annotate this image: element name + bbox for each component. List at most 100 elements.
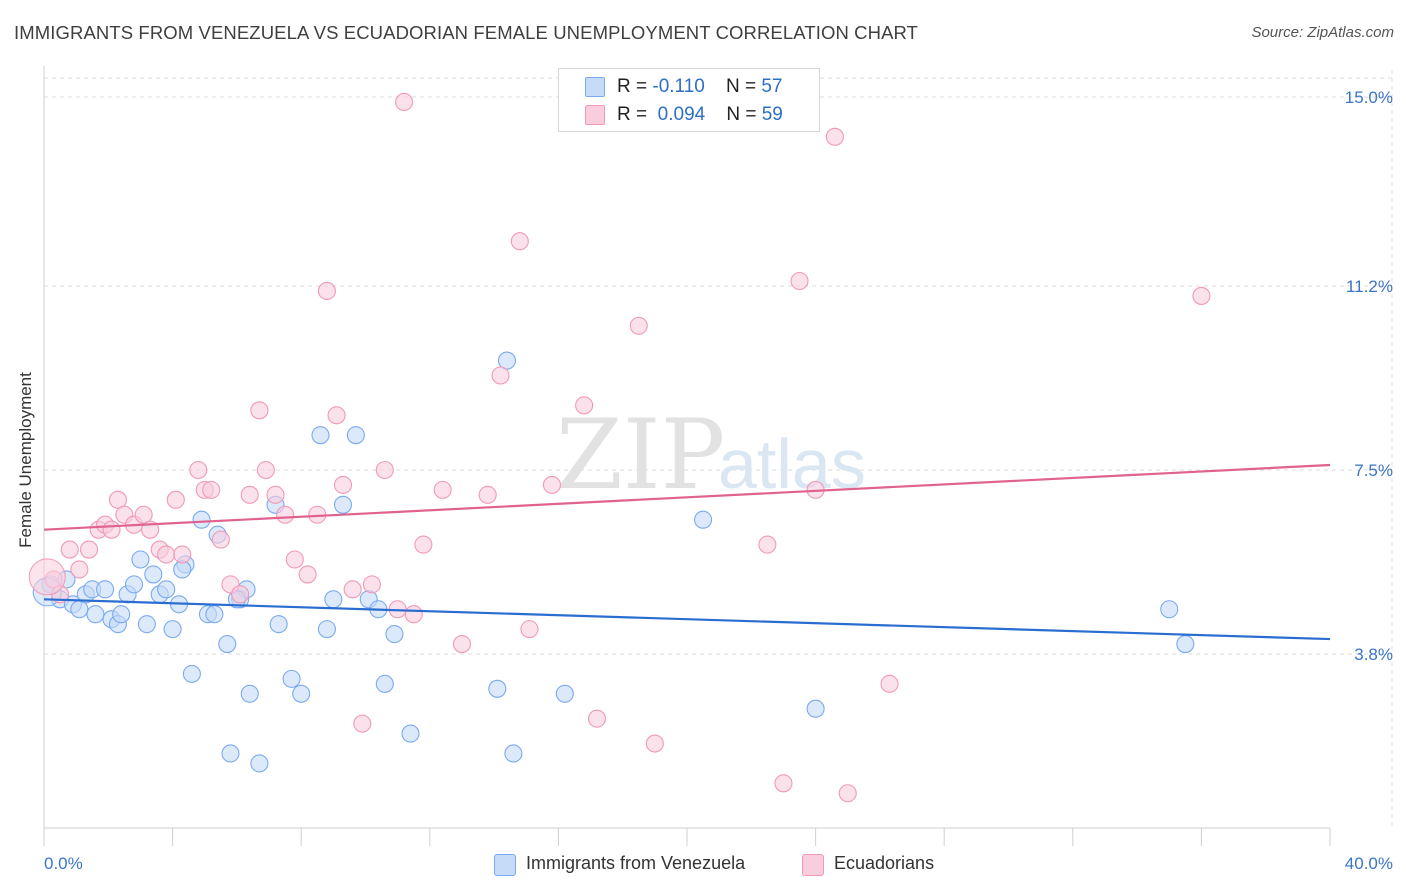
venezuela-point [385,625,404,644]
ecuadorian-point [395,92,414,112]
trend-lines [43,463,1331,641]
venezuela-point [131,550,150,569]
legend-n-label: N = [725,76,762,97]
ecuadorian-point [250,401,269,420]
venezuela-point [86,605,105,624]
legend-r-label: R = [617,104,653,125]
venezuela-point [182,664,201,683]
ecuadorian-point [404,605,423,624]
y-tick-label: 11.2% [1346,277,1393,296]
venezuela-point [292,684,311,703]
legend-swatch-pink [585,105,605,125]
x-tick-label-min: 0.0% [44,854,83,873]
ecuadorian-point [173,545,192,564]
ecuadorian-point [79,540,99,559]
venezuela-point [317,620,336,639]
ecuadorian-point [276,505,295,524]
ecuadorian-point [202,480,221,499]
y-tick-label: 7.5% [1354,461,1393,480]
y-tick-label: 15.0% [1345,88,1393,107]
series-swatch-blue [494,854,516,876]
venezuela-point [555,684,574,703]
ecuadorian-point [134,505,153,524]
legend-n-value: 59 [761,104,783,125]
legend-r-value: -0.110 [652,76,705,97]
venezuela-point [488,679,507,698]
ecuadorian-point [838,784,857,803]
ecuadorian-point [256,460,275,480]
venezuela-point [282,669,301,688]
legend-r-value: 0.094 [657,104,706,125]
series-label-venezuela: Immigrants from Venezuela [526,853,746,873]
ecuadorian-point [790,271,809,291]
ecuadorian-point [825,127,844,146]
venezuela-point [221,744,240,763]
venezuela-point [218,635,237,654]
venezuela-point [401,724,420,743]
ecuadorian-point [298,565,317,584]
ecuadorian-point [327,406,346,425]
ecuadorian-point [231,585,250,604]
y-tick-label: 3.8% [1354,645,1393,664]
ecuadorian-point [317,281,336,301]
chart-title: IMMIGRANTS FROM VENEZUELA VS ECUADORIAN … [14,22,919,43]
legend-n-value: 57 [761,76,783,97]
venezuela-point [112,605,131,624]
ecuadorian-point [414,535,433,554]
ecuadorian-point [375,460,394,480]
venezuela-point [497,351,517,370]
source-label: Source: ZipAtlas.com [1251,24,1394,41]
venezuela-point [1160,600,1179,619]
venezuela-point [240,684,259,703]
venezuela-point [205,605,224,624]
ecuadorian-point [353,714,372,733]
venezuela-point [333,495,353,514]
ecuadorian-point [880,674,899,693]
ecuadorian-point [211,530,230,549]
ecuadorian-point [60,540,79,559]
ecuadorian-point [362,575,381,594]
series-legend: Immigrants from Venezuela Ecuadorians [0,852,1406,876]
watermark-zip: ZIP [556,399,725,511]
ecuadorian-point [629,316,648,335]
ecuadorian-point [575,396,594,415]
ecuadorian-point [343,580,362,599]
venezuela-point [375,674,394,693]
ecuadorian-point [645,734,664,753]
ecuadorian-points [28,92,1211,803]
ecuadorian-point [542,475,562,494]
venezuela-point [269,615,288,634]
venezuela-point [311,426,330,445]
ecuadorian-point [587,709,607,728]
ecuadorian-point [70,560,89,579]
ecuadorian-point [240,485,259,504]
venezuela-point [324,590,343,609]
ecuadorian-cluster-point [28,558,66,596]
ecuadorian-point [1192,286,1211,305]
ecuadorian-point [478,485,497,504]
venezuela-point [192,510,211,529]
venezuela-point [157,580,176,599]
trend-line-ecuadorians [43,463,1331,531]
venezuela-point [96,580,115,599]
series-swatch-pink [802,854,824,876]
correlation-legend: R = -0.110 N = 57 R = 0.094 N = 59 [558,68,820,132]
ecuadorian-point [433,480,452,499]
ecuadorian-point [452,635,472,654]
series-label-ecuadorians: Ecuadorians [834,853,935,873]
ecuadorian-point [333,475,353,494]
ecuadorian-point [102,520,121,539]
venezuela-point [137,615,156,634]
ecuadorian-point [774,774,793,793]
venezuela-point [694,510,713,529]
ecuadorian-point [166,490,185,509]
venezuela-point [250,754,269,773]
tick-labels: 3.8% 7.5% 11.2% 15.0% 0.0% 40.0% [44,88,1393,873]
ecuadorian-point [189,460,208,480]
venezuela-point [806,699,825,718]
ecuadorian-point [520,620,539,639]
venezuela-point [346,426,365,445]
venezuela-point [1176,635,1195,654]
venezuela-point [163,620,182,639]
